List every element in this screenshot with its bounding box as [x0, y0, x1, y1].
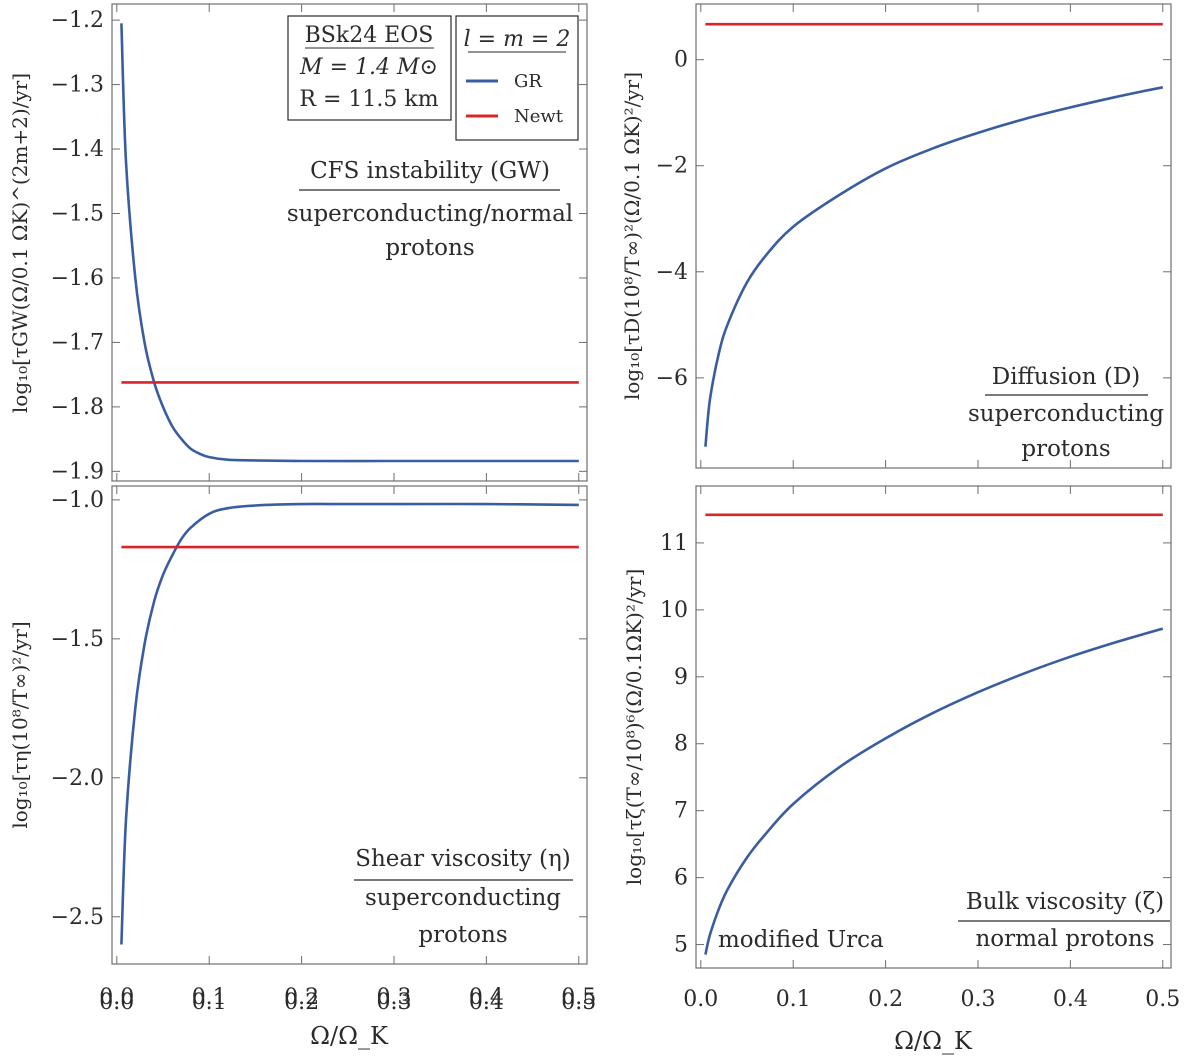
annotation-title: Shear viscosity (η) [355, 846, 571, 872]
y-tick-label: 9 [674, 665, 688, 690]
y-tick-label: −2.0 [51, 766, 104, 791]
legend-label-newt: Newt [514, 106, 564, 127]
annotation-note: modified Urca [718, 927, 884, 953]
x-tick-label: 0.1 [776, 987, 811, 1012]
y-tick-label: 0 [674, 48, 688, 73]
x-tick-label: 0.0 [99, 985, 134, 1010]
params-radius: R = 11.5 km [299, 87, 438, 112]
y-axis-label: log₁₀[τζ(T∞/10⁸)⁶(Ω/0.1ΩK)²/yr] [622, 569, 646, 885]
y-tick-label: −1.5 [51, 627, 104, 652]
annotation-sub1: superconducting [365, 885, 561, 911]
x-tick-label: 0.3 [376, 985, 411, 1010]
y-tick-label: −1.4 [51, 137, 104, 162]
legend-frame [455, 15, 579, 141]
y-tick-label: 8 [674, 732, 688, 757]
y-axis-label: log₁₀[τGW(Ω/0.1 ΩK)^(2m+2)/yr] [8, 73, 32, 413]
plot-frame [111, 485, 588, 965]
x-tick-label: 0.5 [1145, 987, 1180, 1012]
y-tick-label: −4 [656, 260, 688, 285]
plot-frame [695, 485, 1172, 969]
panel-shear-viscosity: −1.0 −1.5 −2.0 −2.5 0.0 0.1 0.2 0.3 0.4 0.5 log₁₀… [8, 485, 596, 1010]
axes-shear: −1.0 −1.5 −2.0 −2.5 0.0 0.1 0.2 0.3 0.4 0.5 [51, 486, 596, 1010]
y-tick-label: −1.9 [51, 459, 104, 484]
y-tick-label: 7 [674, 799, 688, 824]
x-tick-label: 0.1 [192, 990, 227, 1015]
x-tick-label: 0.5 [561, 985, 596, 1010]
x-tick-label: 0.4 [469, 990, 504, 1015]
annotation-sub1: normal protons [975, 926, 1154, 952]
y-tick-label: −2.5 [51, 905, 104, 930]
x-axis-label-right: Ω/Ω_K [894, 1027, 973, 1055]
series-line-gr [704, 627, 1164, 955]
annotation-sub1: superconducting [968, 401, 1164, 427]
x-tick-label: 0.3 [376, 990, 411, 1015]
x-tick-label: 0.2 [284, 985, 319, 1010]
y-tick-label: 11 [660, 531, 688, 556]
y-tick-label: 6 [674, 866, 688, 891]
x-tick-label: 0.2 [868, 987, 903, 1012]
y-tick-label: −1.8 [51, 395, 104, 420]
y-tick-label: −2 [656, 154, 688, 179]
series-line-gr [120, 23, 579, 463]
x-tick-label: 0.2 [284, 990, 319, 1015]
y-tick-label: −1.7 [51, 330, 104, 355]
annotation-sub2: protons [385, 235, 474, 261]
x-tick-label: 0.5 [561, 990, 596, 1015]
x-tick-label: 0.3 [960, 987, 995, 1012]
y-tick-label: 5 [674, 933, 688, 958]
axes-gw: −1.2−1.3−1.4−1.5−1.6−1.7−1.8−1.90.0 0.1 0.… [51, 4, 596, 1015]
params-box: BSk24 EOS M = 1.4 M⊙ R = 11.5 km [287, 15, 452, 121]
x-tick-label: 0.1 [192, 985, 227, 1010]
annotation-sub2: protons [418, 922, 507, 948]
annotation-sub2: protons [1021, 436, 1110, 462]
x-tick-label: 0.4 [1053, 987, 1088, 1012]
y-axis-label: log₁₀[τD(10⁸/T∞)²(Ω/0.1 ΩK)²/yr] [620, 72, 644, 400]
panel-bulk-viscosity: 5 6 7 8 9 10 11 0.0 0.1 0.2 0.3 0.4 0.5 log₁₀[τζ(T∞/… [622, 485, 1180, 1012]
y-tick-label: −1.0 [51, 488, 104, 513]
legend: l = m = 2 GR Newt [455, 15, 579, 141]
x-tick-label: 0.0 [683, 987, 718, 1012]
plot-frame [695, 3, 1172, 469]
params-eos: BSk24 EOS [305, 23, 434, 48]
axes-diffusion: 0 −2 −4 −6 [656, 4, 1171, 468]
params-box-frame [287, 15, 452, 121]
y-axis-label: log₁₀[τη(10⁸/T∞)²/yr] [8, 621, 32, 828]
axes-bulk: 5 6 7 8 9 10 11 0.0 0.1 0.2 0.3 0.4 0.5 [660, 486, 1180, 1012]
y-tick-label: −1.2 [51, 8, 104, 33]
y-tick-label: −1.3 [51, 73, 104, 98]
panel-cfs-instability: −1.2−1.3−1.4−1.5−1.6−1.7−1.8−1.90.0 0.1 0.… [8, 3, 596, 1015]
y-tick-label: −1.6 [51, 266, 104, 291]
annotation-sub1: superconducting/normal [287, 201, 573, 227]
x-tick-label: 0.0 [99, 990, 134, 1015]
x-axis-label-left: Ω/Ω_K [310, 1022, 389, 1050]
params-mass: M = 1.4 M⊙ [299, 55, 438, 80]
annotation-title: CFS instability (GW) [310, 158, 550, 184]
y-tick-label: −6 [656, 366, 688, 391]
y-tick-label: −1.5 [51, 201, 104, 226]
series-line-gr [704, 86, 1164, 447]
y-tick-label: 10 [660, 598, 688, 623]
series-line-gr [120, 502, 579, 945]
plot-frame [111, 3, 588, 482]
annotation-title: Diffusion (D) [992, 364, 1140, 390]
legend-title: l = m = 2 [464, 27, 571, 52]
legend-label-gr: GR [514, 71, 542, 92]
x-tick-label: 0.4 [469, 985, 504, 1010]
annotation-title: Bulk viscosity (ζ) [966, 889, 1164, 915]
panel-diffusion: 0 −2 −4 −6 log₁₀[τD(10⁸/T∞)²(Ω/0.1 ΩK)²/yr]… [620, 3, 1172, 469]
